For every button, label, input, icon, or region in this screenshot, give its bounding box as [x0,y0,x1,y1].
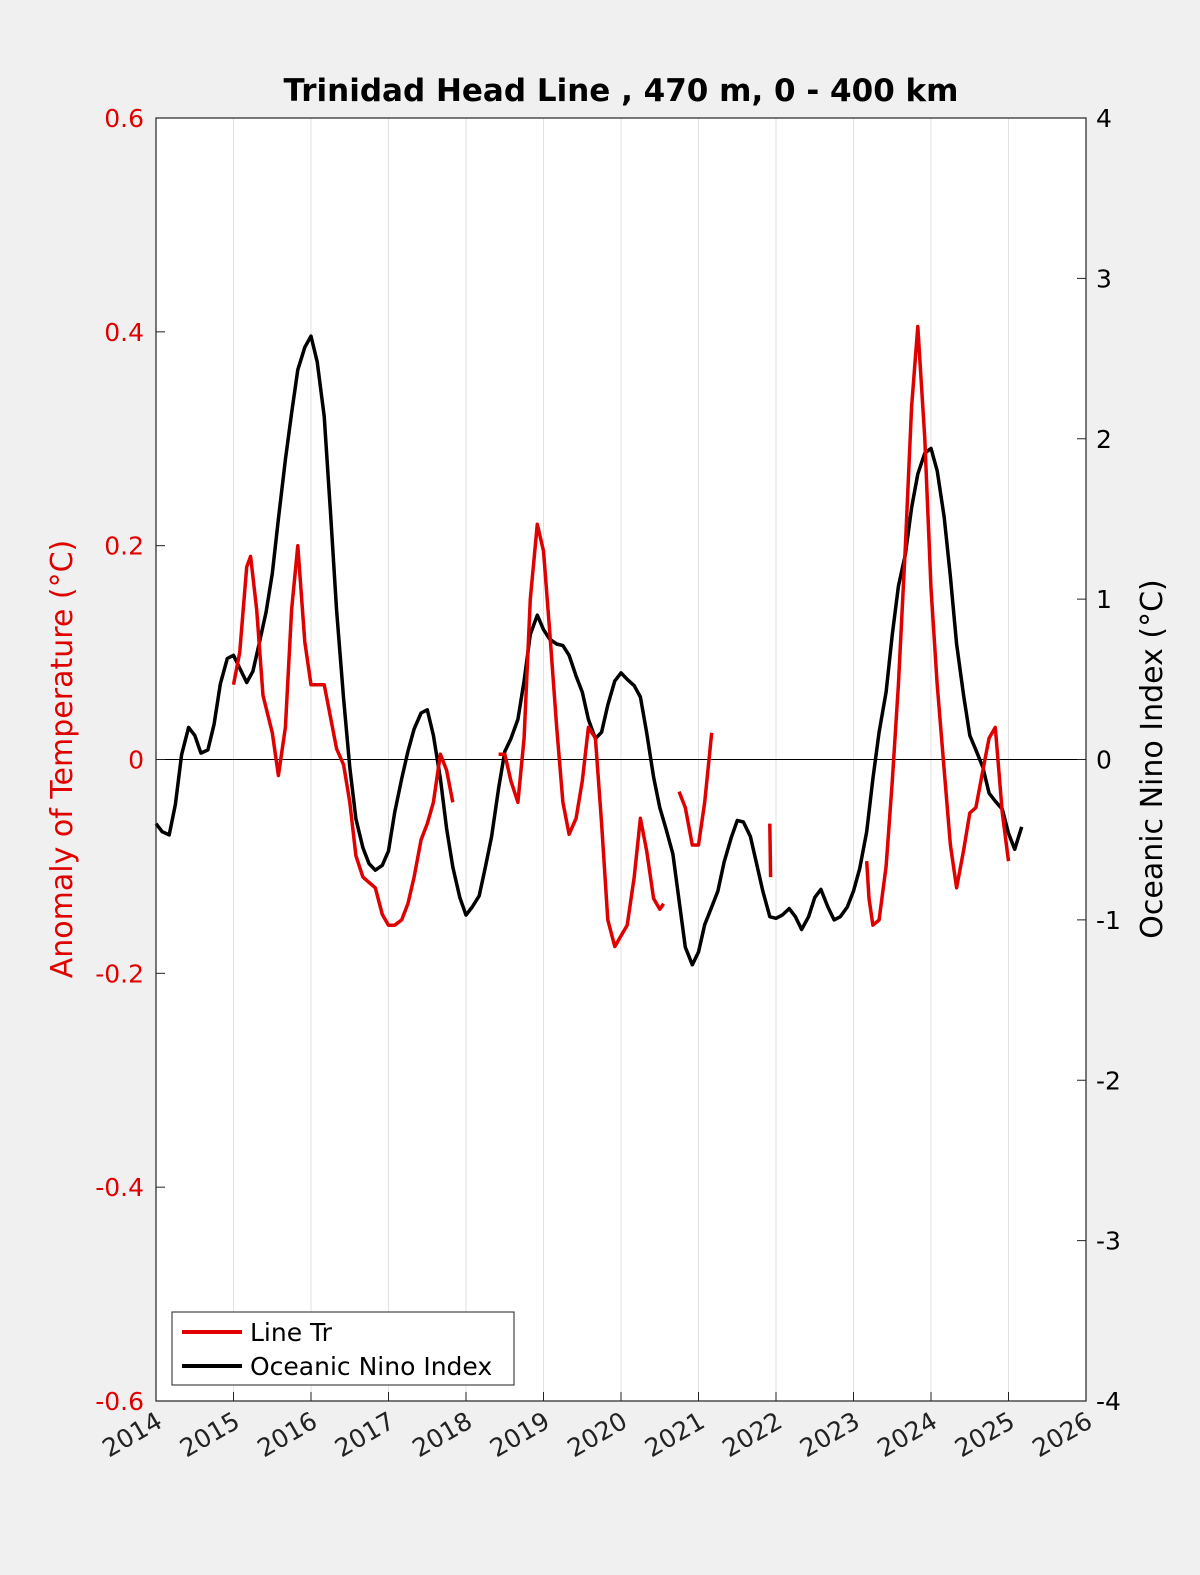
y-right-tick-label: -2 [1096,1066,1121,1095]
y-left-tick-label: -0.6 [95,1387,144,1416]
x-tick-label: 2020 [562,1406,632,1463]
x-tick-label: 2018 [407,1406,477,1463]
legend: Line Tr Oceanic Nino Index [171,1311,515,1386]
chart-title: Trinidad Head Line , 470 m, 0 - 400 km [284,73,959,109]
series-line-line-tr [677,732,714,847]
y-left-tick-label: 0.4 [104,318,144,347]
x-tick-label: 2025 [950,1406,1020,1463]
x-tick-label: 2016 [252,1406,322,1463]
y-right-tick-label: 2 [1096,425,1112,454]
y-right-tick-label: -3 [1096,1227,1121,1256]
y-right-tick-label: 3 [1096,264,1112,293]
series-line-line-tr [498,522,666,949]
series-line-line-tr [231,543,455,927]
legend-label-oni: Oceanic Nino Index [250,1352,492,1381]
x-tick-label: 2023 [795,1406,865,1463]
y-right-tick-label: 4 [1096,104,1112,133]
y-left-tick-label: 0.6 [104,104,144,133]
legend-box [171,1311,515,1386]
series-line-line-tr [864,324,1011,927]
y-axis-left-label: Anomaly of Temperature (°C) [45,540,80,979]
y-left-tick-label: -0.4 [95,1173,144,1202]
y-right-tick-label: -4 [1096,1387,1121,1416]
y-left-tick-label: 0.2 [104,532,144,561]
x-tick-label: 2024 [872,1406,942,1463]
legend-label-line-tr: Line Tr [250,1318,333,1347]
y-left-tick-label: -0.2 [95,959,144,988]
y-right-tick-label: -1 [1096,906,1121,935]
series-line-line-tr [768,823,773,878]
x-tick-label: 2015 [175,1406,245,1463]
x-tick-label: 2017 [330,1406,400,1463]
series-layer [154,324,1024,967]
y-axis-right-label: Oceanic Nino Index (°C) [1135,579,1170,939]
series-line-oceanic-nino-index [154,334,1024,967]
y-left-tick-label: 0 [128,746,144,775]
y-right-tick-label: 1 [1096,585,1112,614]
x-tick-label: 2026 [1027,1406,1097,1463]
x-tick-label: 2022 [717,1406,787,1463]
y-right-tick-label: 0 [1096,746,1112,775]
x-tick-label: 2019 [485,1406,555,1463]
x-tick-label: 2021 [640,1406,710,1463]
